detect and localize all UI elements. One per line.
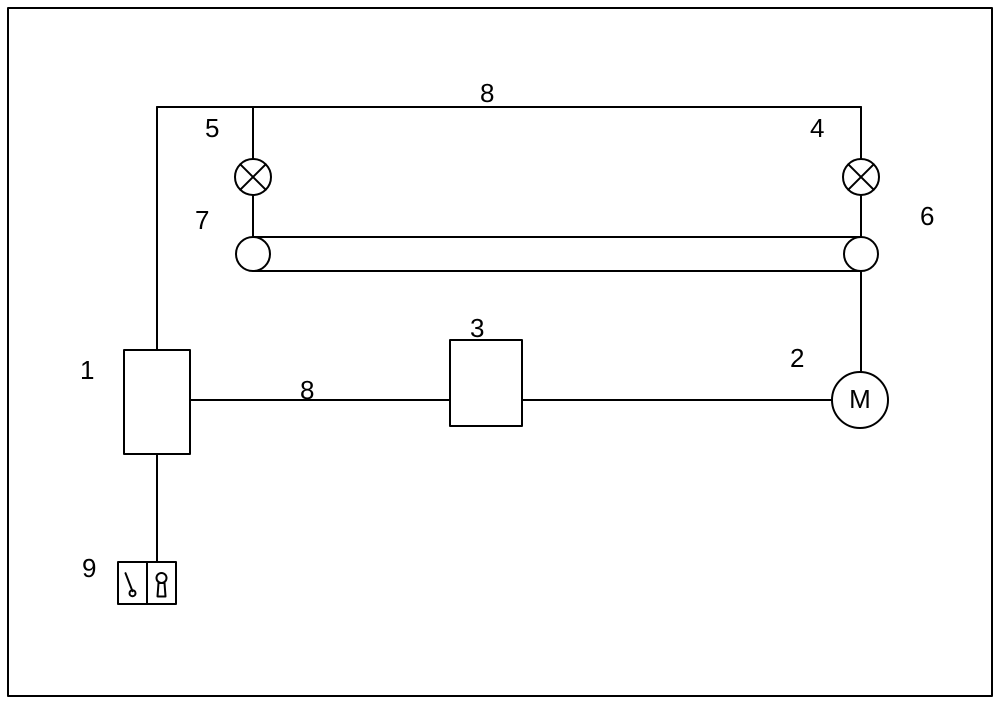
label-n5: 5 (205, 113, 219, 143)
label-n4: 4 (810, 113, 824, 143)
label-n7: 7 (195, 205, 209, 235)
label-n8b: 8 (300, 375, 314, 405)
label-n6: 6 (920, 201, 934, 231)
sensor-right-icon (843, 159, 879, 195)
driver-box (450, 340, 522, 426)
roller-left (236, 237, 270, 271)
switch-lever (126, 573, 133, 591)
label-n2: 2 (790, 343, 804, 373)
roller-right (844, 237, 878, 271)
label-n1: 1 (80, 355, 94, 385)
label-n3: 3 (470, 313, 484, 343)
label-n9: 9 (82, 553, 96, 583)
sensor-left-icon (235, 159, 271, 195)
keyhole-circle (157, 573, 167, 583)
schematic-diagram: M 1 2 3 4 5 6 7 8 8 9 (0, 0, 1000, 704)
controller-box (124, 350, 190, 454)
motor-label: M (849, 384, 871, 414)
keyhole-slot (158, 583, 166, 596)
drawing-frame (8, 8, 992, 696)
label-n8a: 8 (480, 78, 494, 108)
